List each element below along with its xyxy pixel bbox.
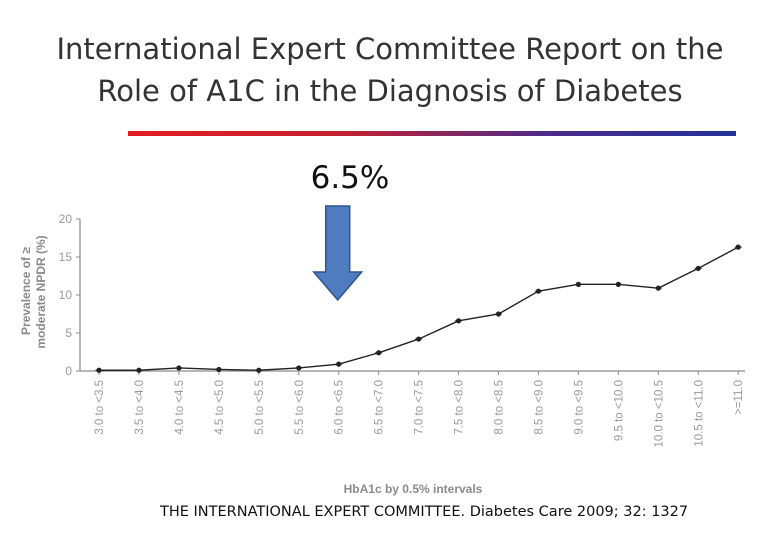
y-axis-title-line-1: Prevalence of ≥ [19, 247, 33, 335]
line-chart: 0 5 10 15 20 Prevalence of ≥ moderate NPDR (%)… [19, 205, 745, 496]
series-line [99, 246, 739, 371]
y-tick-label: 10 [59, 288, 73, 302]
x-tick-label: 6.5 to <7.0 [374, 380, 386, 435]
x-tick-label: 8.5 to <9.0 [533, 380, 545, 435]
x-tick-label: 3.0 to <3.5 [94, 380, 106, 435]
threshold-callout-label: 6.5% [310, 160, 390, 196]
x-tick-label: 4.0 to <4.5 [174, 380, 186, 435]
x-tick-label: 10.5 to <11.0 [693, 380, 705, 447]
x-tick-label: 8.0 to <8.5 [494, 380, 506, 435]
y-tick-label: 15 [59, 250, 73, 264]
slide-title: International Expert Committee Report on… [0, 28, 780, 112]
x-tick-label: 7.0 to <7.5 [414, 380, 426, 435]
x-tick-label: 10.0 to <10.5 [653, 380, 665, 447]
citation: THE INTERNATIONAL EXPERT COMMITTEE. Diab… [160, 504, 689, 520]
y-tick-label: 20 [59, 212, 73, 226]
y-axis-title-line-2: moderate NPDR (%) [34, 235, 48, 348]
x-tick-label: 5.5 to <6.0 [294, 380, 306, 435]
title-line-2: Role of A1C in the Diagnosis of Diabetes [97, 74, 683, 108]
x-tick-label: >=11.0 [733, 380, 745, 415]
x-tick-label: 3.5 to <4.0 [134, 380, 146, 435]
title-divider [128, 131, 736, 136]
x-axis-title: HbA1c by 0.5% intervals [344, 482, 483, 496]
title-line-1: International Expert Committee Report on… [56, 32, 724, 66]
y-tick-label: 5 [65, 326, 72, 340]
x-tick-label: 9.0 to <9.5 [573, 380, 585, 435]
x-tick-label: 4.5 to <5.0 [214, 380, 226, 435]
x-tick-label: 7.5 to <8.0 [454, 380, 466, 435]
x-tick-label: 9.5 to <10.0 [613, 380, 625, 441]
x-tick-label: 5.0 to <5.5 [254, 380, 266, 435]
x-tick-label: 6.0 to <6.5 [334, 380, 346, 435]
down-arrow-icon [312, 205, 364, 302]
y-tick-label: 0 [65, 364, 72, 378]
